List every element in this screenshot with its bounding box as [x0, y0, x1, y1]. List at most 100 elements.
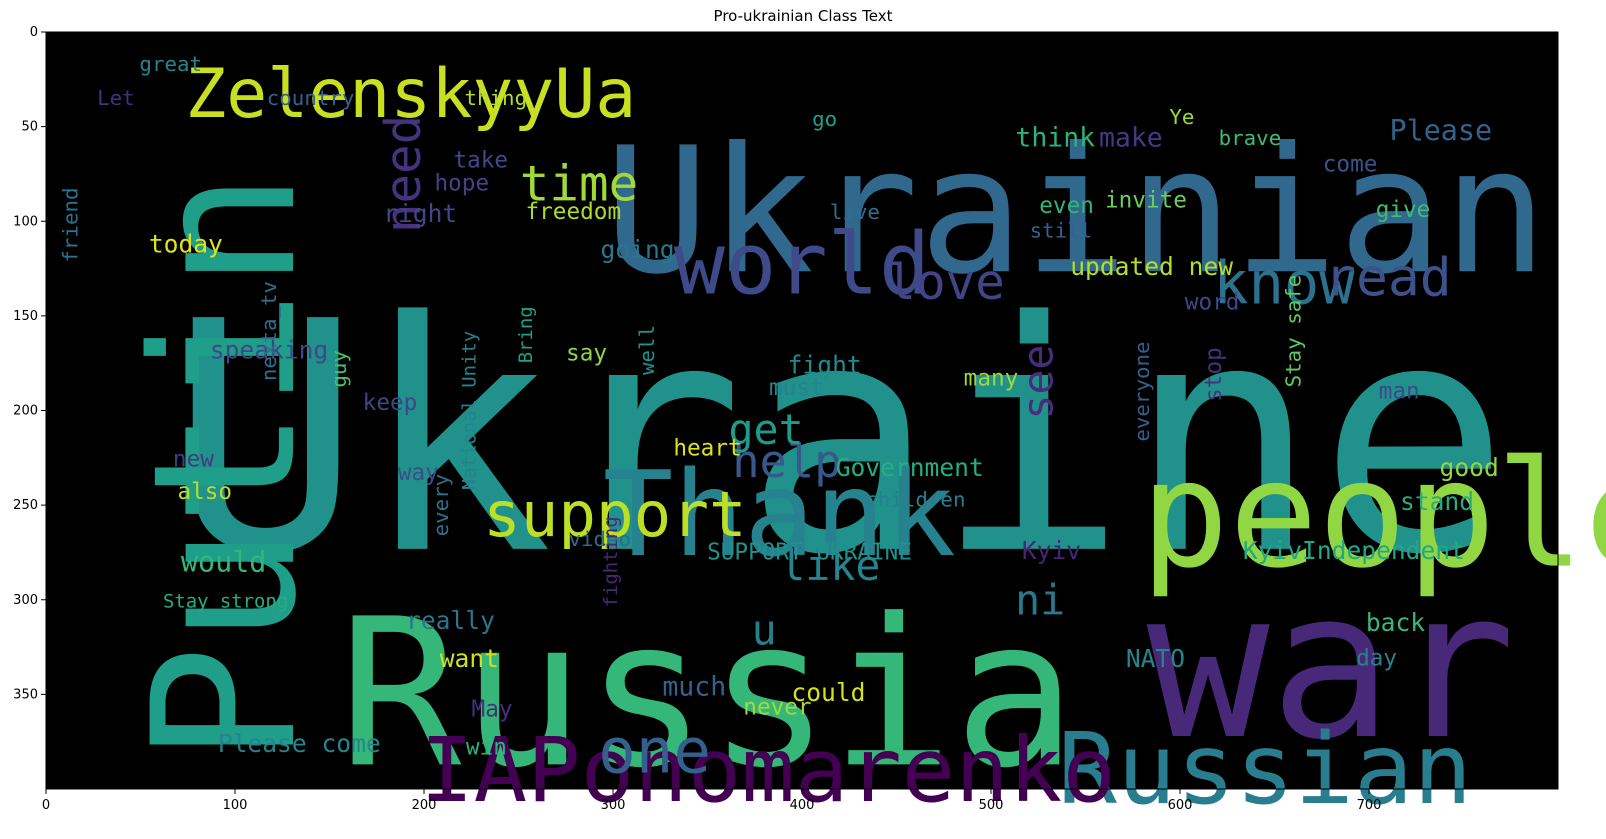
x-tick-label: 300 — [601, 798, 626, 813]
word-let: Let — [97, 86, 135, 110]
word-help: help — [732, 435, 841, 488]
word-kyiv: Kyiv — [1022, 536, 1081, 565]
word-like: like — [780, 541, 880, 590]
y-axis: 0 50 100 150 200 250 300 350 — [13, 25, 46, 702]
word-stand: stand — [1400, 487, 1474, 516]
word-ukrainian: Ukrainian — [604, 110, 1547, 313]
word-well: well — [635, 325, 659, 375]
word-ye: Ye — [1169, 105, 1194, 129]
word-russia: Russia — [338, 575, 1076, 813]
x-tick-label: 100 — [223, 798, 248, 813]
word-russian: Russian — [1058, 713, 1473, 827]
word-everyone: everyone — [1130, 341, 1154, 441]
word-zelenskyyua: ZelenskyyUa — [185, 55, 636, 134]
word-putin: Putin — [111, 171, 340, 763]
word-government: Government — [836, 453, 984, 482]
word-stop: stop — [1201, 347, 1227, 402]
word-support: support — [483, 478, 746, 551]
word-support-ukraine: SUPPORT UKRAINE — [707, 539, 912, 565]
word-please: Please — [1390, 114, 1493, 147]
word-new: new — [173, 447, 214, 473]
word-thank: Thank — [603, 446, 956, 583]
word-guy: guy — [327, 350, 351, 388]
word-friend: friend — [59, 187, 83, 262]
word-freedom: freedom — [525, 199, 621, 225]
x-tick-label: 200 — [412, 798, 437, 813]
word-know: know — [1213, 250, 1355, 318]
word-going: going — [601, 235, 675, 264]
word-think: think — [1015, 122, 1095, 153]
y-tick-label: 300 — [13, 593, 38, 608]
word-back: back — [1366, 608, 1425, 637]
word-could: could — [791, 678, 865, 707]
y-tick-label: 200 — [13, 404, 38, 419]
word-give: give — [1376, 197, 1431, 223]
word-see: see — [1014, 345, 1063, 420]
word-would: would — [181, 545, 266, 578]
y-tick-label: 100 — [13, 214, 38, 229]
word-kyivindependent: KyivIndependent — [1243, 536, 1465, 565]
word-also: also — [177, 479, 232, 505]
word-speaking: speaking — [210, 335, 328, 364]
word-win: win — [466, 734, 507, 760]
word-invite: invite — [1105, 187, 1187, 213]
y-tick-label: 350 — [13, 687, 38, 702]
word-children: children — [865, 487, 965, 511]
word-time: time — [520, 154, 638, 212]
word-may: May — [472, 697, 513, 723]
x-tick-label: 400 — [790, 798, 815, 813]
word-say: say — [566, 341, 607, 367]
word-fighting: fighting — [600, 516, 622, 607]
word-stay-strong: Stay strong — [163, 591, 288, 613]
word-way: way — [398, 460, 439, 486]
y-tick-label: 50 — [21, 120, 38, 135]
word-much: much — [662, 671, 726, 702]
x-tick-label: 600 — [1168, 798, 1193, 813]
y-tick-label: 150 — [13, 309, 38, 324]
x-tick-label: 700 — [1357, 798, 1382, 813]
word-national-unity: National Unity — [458, 331, 480, 490]
word-love: love — [886, 253, 1004, 311]
y-tick-label: 0 — [30, 25, 38, 40]
word-really: really — [406, 606, 495, 635]
chart-title: Pro-ukrainian Class Text — [714, 7, 893, 25]
word-live: live — [830, 200, 880, 224]
word-need: need — [374, 115, 432, 233]
word-go: go — [812, 107, 837, 131]
word-iaponomarenko: IAPonomarenko — [420, 718, 1116, 822]
word-people: people — [1140, 429, 1606, 601]
word-ukraine: Ukraine — [170, 254, 1510, 624]
x-axis: 0 100 200 300 400 500 600 700 — [42, 789, 1382, 813]
word-read: read — [1324, 248, 1452, 309]
word-please-come: Please come — [218, 729, 381, 758]
word-u: u — [752, 606, 777, 655]
word-one: one — [598, 715, 711, 788]
word-word: word — [1185, 290, 1240, 316]
word-man: man — [1379, 379, 1420, 405]
word-nato: NATO — [1126, 644, 1185, 673]
word-thing: thing — [465, 86, 528, 110]
word-hope: hope — [434, 170, 489, 196]
word-right: right — [383, 199, 457, 228]
plot-area — [46, 32, 1558, 789]
word-want: want — [440, 644, 499, 673]
word-today: today — [149, 229, 223, 258]
word-brave: brave — [1219, 126, 1282, 150]
word-make: make — [1099, 122, 1163, 153]
word-come: come — [1323, 151, 1378, 177]
word-every: every — [429, 474, 453, 537]
word-still: still — [1030, 219, 1093, 243]
word-get: get — [729, 405, 804, 454]
word-nexta-tv: nexta_tv — [257, 281, 281, 381]
word-bring: Bring — [515, 306, 537, 363]
word-many: many — [964, 365, 1019, 391]
word-country: country — [267, 86, 355, 110]
word-ni: ni — [1015, 575, 1065, 624]
y-tick-label: 250 — [13, 498, 38, 513]
word-must: must — [769, 375, 824, 401]
word-take: take — [453, 148, 508, 174]
x-tick-label: 500 — [979, 798, 1004, 813]
word-good: good — [1440, 453, 1499, 482]
